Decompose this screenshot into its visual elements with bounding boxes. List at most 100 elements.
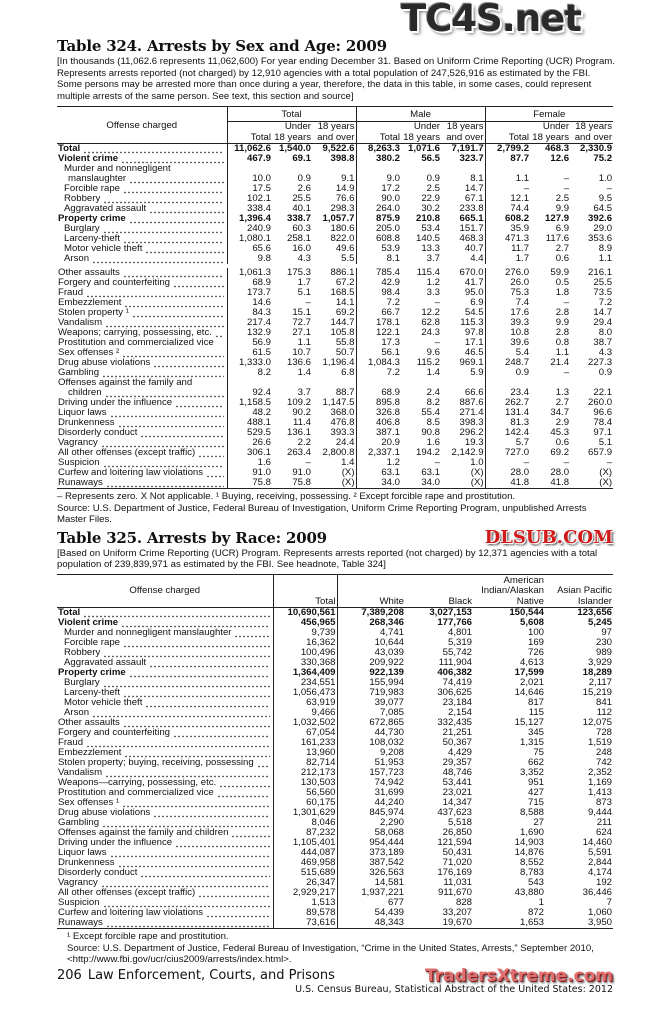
- cell-value: 130,503: [273, 778, 338, 789]
- table-row: Vandalism 212,173 157,723 48,746 3,352 2,352: [57, 767, 613, 779]
- table-row: Sex offenses ¹ 60,175 44,240 14,347 715 873: [57, 797, 613, 809]
- cell-value: 969.1: [441, 358, 486, 369]
- cell-value: 50.7: [312, 348, 357, 359]
- cell-value: 306.1: [246, 447, 271, 459]
- offense-label-text: Prostitution and commercialized vice: [58, 337, 214, 349]
- table-row: Driving under the influence 1,105,401 954,…: [57, 837, 613, 849]
- offense-label: Embezzlement: [57, 298, 228, 309]
- cell-value: 1.7: [515, 253, 530, 265]
- cell-value: 69.1: [292, 153, 311, 165]
- cell-value: 115.4: [416, 267, 441, 279]
- table-row: Motor vehicle theft 65.6 16.0 49.6 53.9 13.3 4…: [57, 243, 613, 255]
- offense-label-wrap: Driving under the influence: [58, 398, 226, 409]
- cell-value: 180.6: [312, 224, 357, 235]
- cell-value: –: [434, 457, 441, 469]
- cell-value: 17.5: [252, 183, 271, 195]
- table-row: Property crime 1,396.4 338.7 1,057.7 875.9 21…: [57, 214, 613, 225]
- dot-leader: [175, 840, 270, 849]
- offense-label-text: Violent crime: [58, 153, 119, 165]
- dot-leader: [145, 246, 224, 255]
- offense-label-wrap: Liquor laws: [58, 848, 272, 859]
- cell-value: –: [434, 297, 441, 309]
- offense-label-text: Fraud: [58, 287, 84, 299]
- cell-value: 155,994: [369, 677, 404, 689]
- offense-label-text: manslaughter: [68, 173, 127, 185]
- cell-value: (X): [441, 468, 486, 479]
- offense-label: Driving under the influence: [57, 837, 274, 849]
- offense-label: Offenses against the family and: [57, 378, 228, 389]
- cell-value: 14,460: [582, 837, 612, 849]
- dot-leader: [105, 320, 224, 329]
- offense-label-text: Aggravated assault: [64, 657, 147, 669]
- cell-value: 715: [527, 797, 544, 809]
- dot-leader: [124, 300, 224, 309]
- dot-leader: [123, 186, 224, 195]
- cell-value: 84.3: [252, 307, 271, 319]
- cell-value: 6.8: [312, 368, 357, 379]
- dot-leader: [124, 750, 270, 759]
- cell-value: 227.3: [588, 357, 613, 369]
- cell-value: 719,983: [369, 687, 404, 699]
- offense-label-text: Driving under the influence: [58, 837, 173, 849]
- cell-value: 48,343: [374, 917, 404, 929]
- offense-label: Sex offenses ¹: [57, 798, 274, 809]
- section-name: Law Enforcement, Courts, and Prisons: [87, 968, 335, 984]
- cell-value: 144.7: [312, 318, 357, 329]
- table-row: Forcible rape 16,362 10,644 5,319 169 230: [57, 637, 613, 649]
- cell-value: 323.7: [441, 154, 486, 165]
- offense-label-wrap: Vandalism: [58, 318, 226, 329]
- cell-value: 387,542: [369, 857, 404, 869]
- offense-label-text: Arson: [64, 707, 90, 719]
- cell-value: 49.6: [312, 244, 357, 255]
- page-number: 206: [57, 968, 82, 984]
- cell-value: 8,046: [273, 818, 338, 829]
- cell-value: 192: [595, 877, 612, 889]
- dot-leader: [219, 780, 270, 789]
- cell-value: 444,087: [273, 848, 338, 859]
- cell-value: 176,169: [437, 867, 472, 879]
- offense-label-text: Motor vehicle theft: [64, 243, 143, 255]
- cell-value: 1: [538, 897, 544, 909]
- offense-label: All other offenses (except traffic): [57, 448, 228, 459]
- cell-value: 136.6: [286, 357, 311, 369]
- cell-value: 41.8: [510, 477, 530, 489]
- cell-value: 3,352: [519, 767, 544, 779]
- cell-value: 5.1: [297, 287, 311, 299]
- offense-label: Forcible rape: [57, 184, 228, 195]
- cell-value: 91.0: [252, 467, 271, 479]
- offense-label-wrap: Forgery and counterfeiting: [58, 278, 226, 289]
- offense-label-wrap: Gambling: [58, 368, 226, 379]
- offense-label-wrap: Vagrancy: [58, 878, 272, 889]
- cell-value: 332,435: [437, 717, 472, 729]
- offense-label: Embezzlement: [57, 748, 274, 759]
- dot-leader: [198, 450, 224, 459]
- table-row: Motor vehicle theft 63,919 39,077 23,184 817…: [57, 698, 613, 709]
- offense-label: Forgery and counterfeiting: [57, 278, 228, 289]
- dot-leader: [140, 430, 224, 439]
- cell-value: 34.0: [381, 477, 401, 489]
- offense-label-wrap: Suspicion: [58, 898, 272, 909]
- table-325-headnote: [Based on Uniform Crime Reporting (UCR) …: [57, 547, 598, 571]
- offense-label-text: Vagrancy: [58, 437, 98, 449]
- cell-value: 14,347: [442, 797, 472, 809]
- table-row: Robbery 100,496 43,039 55,742 726 989: [57, 648, 613, 659]
- cell-value: 58,068: [374, 827, 404, 839]
- cell-value: 5.1: [598, 437, 613, 449]
- cell-value: 8,552: [519, 857, 544, 869]
- subcol-header: 18 years and over: [441, 122, 486, 144]
- offense-label-text: Total: [58, 607, 81, 619]
- cell-value: 2,844: [587, 857, 612, 869]
- dot-leader: [128, 216, 224, 225]
- cell-value: 922,139: [369, 667, 404, 679]
- cell-value: 6.9: [555, 223, 570, 235]
- offense-label-text: Runaways: [58, 477, 103, 489]
- dot-leader: [216, 790, 270, 799]
- offense-label: Violent crime: [57, 618, 274, 629]
- cell-value: 5,319: [447, 637, 472, 649]
- cell-value: 298.3: [312, 204, 357, 215]
- offense-label-wrap: Weapons; carrying, possessing, etc.: [58, 328, 226, 339]
- offense-label-wrap: Violent crime: [58, 153, 226, 165]
- table-325: Offense charged Total White Black Americ…: [57, 574, 613, 929]
- cell-value: 168.5: [312, 288, 357, 299]
- cell-value: 258.1: [286, 233, 311, 245]
